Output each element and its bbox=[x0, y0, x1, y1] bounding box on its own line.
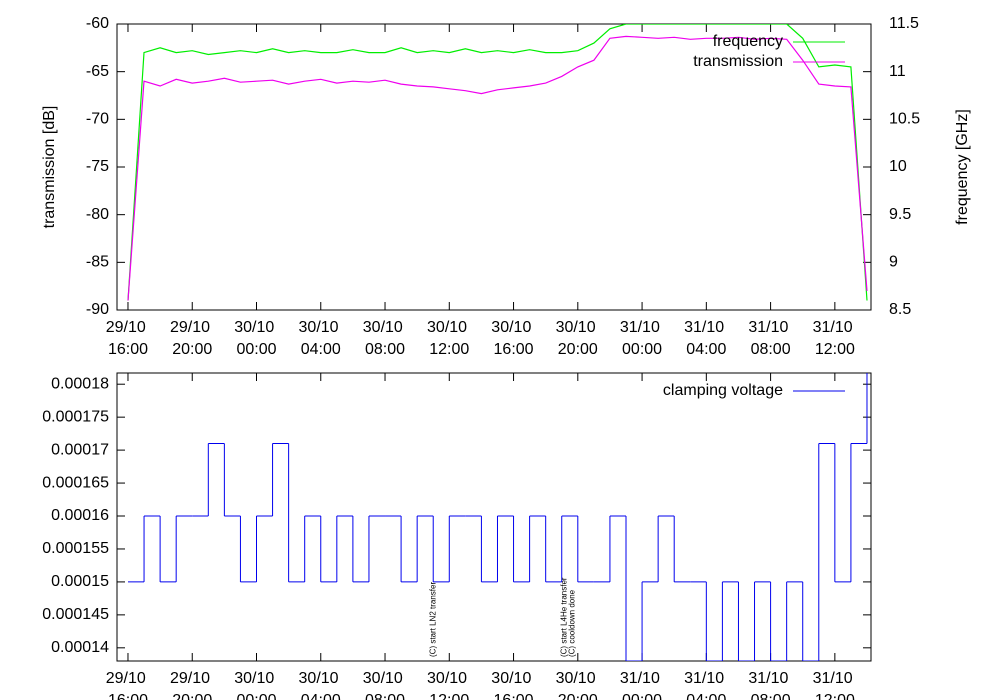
plot-frame bbox=[116, 372, 872, 662]
y2-tick-label: 9.5 bbox=[889, 206, 911, 223]
y-tick-label: 0.00015 bbox=[51, 573, 109, 590]
x-tick-label: 29/10 16:00 bbox=[106, 670, 150, 700]
legend-label: clamping voltage bbox=[663, 382, 783, 399]
y-tick-label: -75 bbox=[86, 158, 109, 175]
legend-label: frequency bbox=[713, 33, 783, 50]
x-tick-label: 31/10 12:00 bbox=[813, 319, 857, 358]
y-tick-label: -80 bbox=[86, 206, 109, 223]
x-tick-label: 31/10 12:00 bbox=[813, 670, 857, 700]
series-line bbox=[127, 35, 868, 301]
y-tick-label: -70 bbox=[86, 111, 109, 128]
y-tick-label: 0.000145 bbox=[42, 606, 109, 623]
x-tick-label: 30/10 16:00 bbox=[491, 670, 535, 700]
y2-tick-label: 10 bbox=[889, 158, 907, 175]
x-tick-label: 30/10 20:00 bbox=[556, 319, 600, 358]
annotation: (C) start LN2 transfer bbox=[428, 582, 437, 657]
annotation: (C) cooldown done bbox=[568, 589, 577, 657]
annotation: (C) start L4He transfer bbox=[560, 577, 569, 657]
x-tick-label: 30/10 12:00 bbox=[427, 319, 471, 358]
y-tick-label: 0.000175 bbox=[42, 408, 109, 425]
x-tick-label: 30/10 12:00 bbox=[427, 670, 471, 700]
y-tick-label: -90 bbox=[86, 301, 109, 318]
x-tick-label: 29/10 20:00 bbox=[170, 319, 214, 358]
y-tick-label: -85 bbox=[86, 254, 109, 271]
y-tick-label: 0.000155 bbox=[42, 540, 109, 557]
legend-label: transmission bbox=[693, 53, 783, 70]
y2-tick-label: 10.5 bbox=[889, 111, 920, 128]
y-tick-label: -65 bbox=[86, 63, 109, 80]
y-tick-label: 0.00016 bbox=[51, 507, 109, 524]
x-tick-label: 31/10 00:00 bbox=[620, 319, 664, 358]
y-axis-title: transmission [dB] bbox=[41, 106, 58, 229]
x-tick-label: 30/10 04:00 bbox=[299, 319, 343, 358]
y-tick-label: 0.000165 bbox=[42, 474, 109, 491]
x-tick-label: 30/10 04:00 bbox=[299, 670, 343, 700]
x-tick-label: 30/10 08:00 bbox=[363, 319, 407, 358]
y-tick-label: 0.00018 bbox=[51, 375, 109, 392]
y2-tick-label: 9 bbox=[889, 254, 898, 271]
series-group bbox=[127, 373, 868, 661]
y2-axis-title: frequency [GHz] bbox=[954, 109, 971, 225]
x-tick-label: 31/10 08:00 bbox=[748, 670, 792, 700]
series-group bbox=[127, 24, 868, 301]
y-tick-label: 0.00017 bbox=[51, 441, 109, 458]
x-tick-label: 30/10 00:00 bbox=[234, 319, 278, 358]
series-line bbox=[127, 24, 868, 301]
x-tick-label: 31/10 04:00 bbox=[684, 670, 728, 700]
y2-tick-label: 8.5 bbox=[889, 301, 911, 318]
x-tick-label: 31/10 00:00 bbox=[620, 670, 664, 700]
y2-tick-label: 11.5 bbox=[889, 15, 919, 32]
x-tick-label: 30/10 20:00 bbox=[556, 670, 600, 700]
x-tick-label: 30/10 16:00 bbox=[491, 319, 535, 358]
x-tick-label: 30/10 00:00 bbox=[234, 670, 278, 700]
x-tick-label: 30/10 08:00 bbox=[363, 670, 407, 700]
x-tick-label: 31/10 04:00 bbox=[684, 319, 728, 358]
y2-tick-label: 11 bbox=[889, 63, 906, 80]
x-tick-label: 31/10 08:00 bbox=[748, 319, 792, 358]
x-tick-label: 29/10 20:00 bbox=[170, 670, 214, 700]
x-tick-label: 29/10 16:00 bbox=[106, 319, 150, 358]
y-tick-label: -60 bbox=[86, 15, 109, 32]
y-tick-label: 0.00014 bbox=[51, 639, 109, 656]
